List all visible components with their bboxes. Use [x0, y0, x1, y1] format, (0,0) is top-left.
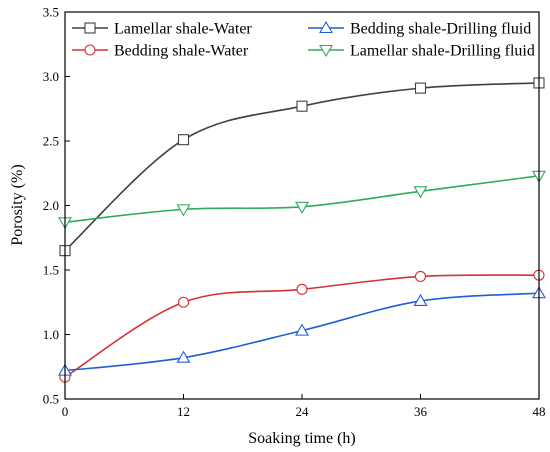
legend: Lamellar shale-Water Bedding shale-Water B… [72, 21, 535, 60]
y-tick-label: 1.0 [43, 327, 59, 342]
legend-marker [84, 22, 96, 34]
y-tick-label: 3.0 [43, 69, 59, 84]
y-tick-label: 3.5 [43, 5, 59, 20]
data-point-series-4 [295, 201, 309, 214]
data-point-series-2 [296, 283, 308, 295]
legend-marker [319, 20, 333, 34]
data-point-series-1 [177, 134, 190, 146]
legend-label: Bedding shale-Water [114, 43, 249, 60]
data-point-series-1 [414, 82, 427, 94]
legend-label: Bedding shale-Drilling fluid [350, 21, 531, 38]
x-tick-label: 24 [296, 404, 310, 419]
series-markers [58, 77, 546, 383]
x-axis-title: Soaking time (h) [248, 430, 356, 447]
data-point-series-4 [176, 204, 191, 217]
data-point-series-3 [413, 293, 428, 307]
x-tick-label: 36 [414, 404, 428, 419]
data-point-series-1 [296, 100, 308, 112]
legend-marker [84, 44, 96, 56]
legend-label: Lamellar shale-Drilling fluid [350, 43, 535, 60]
y-tick-label: 2.0 [43, 198, 59, 213]
x-tick-label: 0 [62, 404, 69, 419]
data-point-series-4 [413, 186, 428, 199]
axis-ticks: 0 12 24 36 48 0.5 1.0 1.5 2.0 2.5 3.0 3.5 [43, 5, 546, 420]
y-tick-label: 0.5 [43, 392, 59, 407]
x-tick-label: 48 [533, 404, 546, 419]
legend-label: Lamellar shale-Water [114, 21, 252, 38]
data-point-series-2 [414, 270, 427, 283]
y-tick-label: 2.5 [43, 134, 59, 149]
data-point-series-3 [176, 350, 191, 363]
series-line-4 [64, 175, 540, 224]
y-tick-label: 1.5 [43, 263, 59, 278]
x-tick-label: 12 [177, 404, 190, 419]
data-point-series-2 [177, 296, 190, 308]
legend-marker [319, 44, 333, 58]
data-point-series-3 [295, 323, 309, 336]
y-axis-title: Porosity (%) [9, 164, 26, 245]
